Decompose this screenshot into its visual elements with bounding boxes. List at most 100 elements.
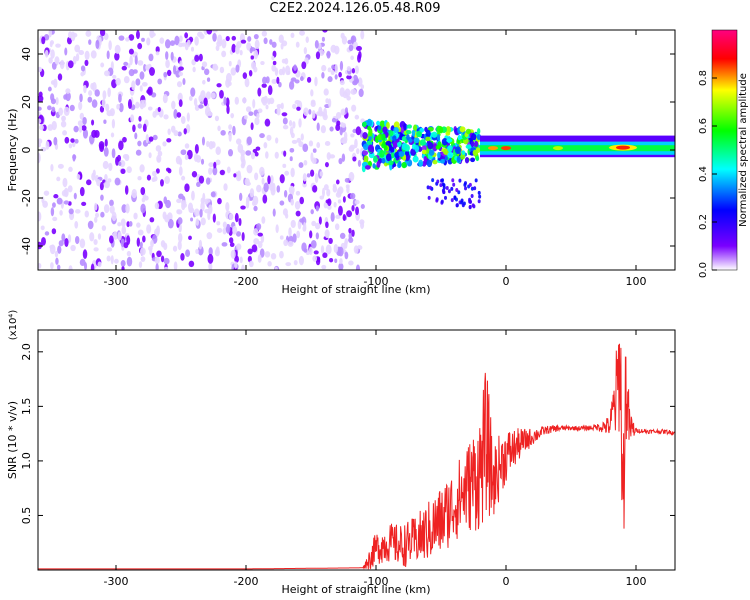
spectrogram-cell <box>103 147 109 157</box>
spectrogram-cell <box>266 134 272 141</box>
spectrogram-cell <box>82 116 87 125</box>
spectrogram-cell <box>397 141 402 148</box>
spectrogram-cell <box>472 149 478 156</box>
spectrogram-cell <box>166 69 172 77</box>
spectrogram-cell <box>108 162 113 172</box>
spectrogram-cell <box>392 141 397 148</box>
spectrogram-cell <box>84 210 90 218</box>
spectrogram-cell <box>226 166 231 174</box>
spectrogram-cell <box>194 143 199 154</box>
snr-marks <box>38 343 675 570</box>
spectrogram-cell <box>241 264 245 270</box>
spectrogram-cell <box>254 117 260 126</box>
spectrogram-cell <box>180 149 187 156</box>
snr-x-label: Height of straight line (km) <box>281 583 430 596</box>
spectrogram-cell <box>294 201 301 210</box>
spectrogram-cell <box>441 182 445 187</box>
spectrogram-cell <box>215 44 220 52</box>
spectrogram-cell <box>127 99 132 110</box>
spectrogram-cell <box>308 246 313 256</box>
spectrogram-cell <box>465 128 472 135</box>
spectrogram-cell <box>382 126 388 133</box>
spectrogram-cell <box>335 179 340 185</box>
spectrogram-cell <box>60 120 67 128</box>
spectrogram-cell <box>38 118 42 124</box>
spectrogram-cell <box>74 138 79 144</box>
spectrogram-cell <box>38 142 41 148</box>
spectrogram-cell <box>325 244 332 255</box>
spectrogram-cell <box>64 136 70 144</box>
spectrogram-cell <box>263 37 268 45</box>
spectrogram-cell <box>260 234 265 243</box>
spectrogram-cell <box>205 177 211 185</box>
spectrogram-cell <box>288 227 292 237</box>
spectrogram-cell <box>455 203 459 208</box>
spectrogram-cell <box>228 149 234 157</box>
spectrogram-cell <box>281 112 288 117</box>
spectrogram-cell <box>306 76 312 83</box>
spectrogram-cell <box>328 237 333 244</box>
spectrogram-cell <box>104 173 108 181</box>
spectrogram-cell <box>137 229 144 236</box>
spectrogram-cell <box>440 158 446 164</box>
spectrogram-y-tick-label: 20 <box>20 95 33 109</box>
spectrogram-cell <box>351 68 356 74</box>
spectrogram-cell <box>283 239 289 247</box>
spectrogram-cell <box>146 174 151 181</box>
spectrogram-cell <box>110 132 115 138</box>
spectrogram-cell <box>411 129 416 137</box>
spectrogram-cell <box>424 126 428 133</box>
spectrogram-cell <box>201 61 208 68</box>
spectrogram-cell <box>284 58 289 65</box>
spectrogram-cell <box>123 75 130 84</box>
spectrogram-cell <box>97 261 102 268</box>
spectrogram-cell <box>246 164 253 174</box>
spectrogram-cell <box>185 249 191 257</box>
spectrogram-cell <box>212 63 218 70</box>
spectrogram-cell <box>246 42 252 51</box>
spectrogram-cell <box>324 140 331 146</box>
spectrogram-cell <box>354 199 360 205</box>
spectrogram-cell <box>177 131 182 137</box>
spectrogram-cell <box>320 245 325 254</box>
spectrogram-cell <box>228 60 232 67</box>
spectrogram-cell <box>436 134 441 141</box>
spectrogram-cell <box>194 36 199 46</box>
spectrogram-cell <box>176 198 182 204</box>
spectrogram-cell <box>178 193 184 200</box>
spectrogram-cell <box>176 112 182 118</box>
spectrogram-cell <box>440 199 444 204</box>
spectrogram-cell <box>165 199 172 209</box>
colorbar-ticks: 0.0 0.2 0.4 0.6 0.8 <box>698 70 717 278</box>
spectrogram-cell <box>145 133 149 144</box>
spectrogram-cell <box>274 67 279 77</box>
spectrogram-cell <box>355 45 362 52</box>
colorbar-tick-label: 0.8 <box>698 70 709 86</box>
colorbar: 0.0 0.2 0.4 0.6 0.8 Normalized spectral ampl… <box>698 29 749 278</box>
spectrogram-cell <box>52 202 56 208</box>
spectrogram-cell <box>135 30 140 40</box>
spectrogram-cell <box>477 199 481 204</box>
spectrogram-cell <box>235 138 242 145</box>
spectrogram-cell <box>298 255 304 266</box>
spectrogram-cell <box>201 136 205 146</box>
spectrogram-cell <box>206 77 211 82</box>
spectrogram-cell <box>58 107 64 116</box>
spectrogram-cell <box>148 53 154 62</box>
spectrogram-cell <box>44 49 49 58</box>
spectrogram-cell <box>463 182 467 187</box>
spectrogram-cell <box>327 76 333 83</box>
spectrogram-cell <box>163 242 168 251</box>
spectrogram-cell <box>306 173 311 178</box>
spectrogram-cell <box>146 37 151 46</box>
spectrogram-cell <box>66 36 73 45</box>
spectrogram-cell <box>398 151 405 158</box>
spectrogram-cell <box>223 183 228 191</box>
spectrogram-cell <box>349 192 356 200</box>
spectrogram-cell <box>165 59 170 69</box>
spectrogram-cell <box>121 226 127 235</box>
spectrogram-cell <box>56 264 61 270</box>
spectrogram-cell <box>290 167 295 178</box>
spectrogram-cell <box>124 185 129 195</box>
spectrogram-cell <box>269 97 275 105</box>
